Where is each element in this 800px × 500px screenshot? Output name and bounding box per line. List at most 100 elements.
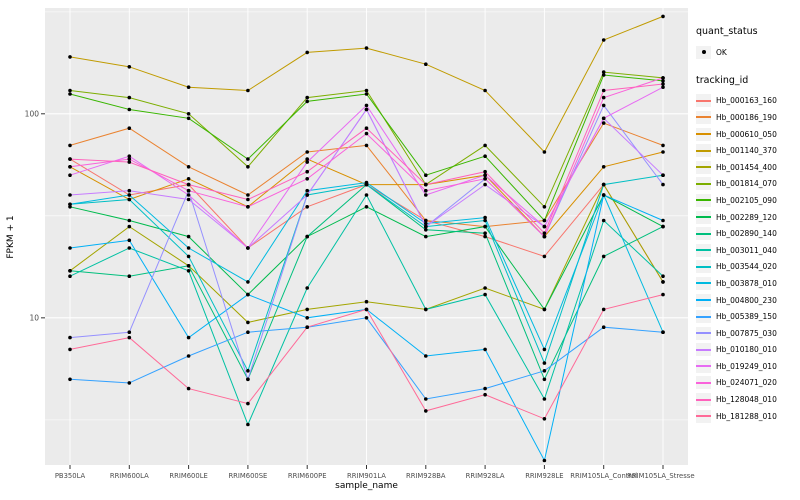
data-point [661,76,665,80]
data-point [305,95,310,100]
x-tick-label: RRIM105LA_Control [570,472,637,480]
data-point [305,325,310,330]
data-point [542,307,547,312]
data-point [246,320,250,325]
x-tick-label: RRIM901LA [347,472,386,480]
legend-label: Hb_001814_070 [716,179,777,189]
legend-item-quant-ok: OK [696,44,798,61]
data-point [246,377,250,382]
data-point [127,274,132,279]
data-point [661,173,665,177]
line-swatch [696,133,711,136]
legend-label: Hb_001140_370 [716,146,777,156]
data-point [127,157,132,161]
data-point [127,126,132,130]
legend-label: Hb_002105_090 [716,195,777,205]
line-swatch [696,149,711,152]
line-swatch [696,249,711,252]
data-point [661,150,665,154]
legend-color-key [696,376,711,390]
data-point [601,38,606,42]
line-swatch [696,299,711,302]
point-symbol-key [696,45,711,59]
line-swatch [696,348,711,351]
line-swatch [696,265,711,268]
data-point [186,197,191,202]
data-point [246,330,250,335]
line-swatch [696,282,711,285]
data-point [601,73,606,77]
data-point [186,246,191,250]
data-point [364,205,369,209]
legend-label: Hb_005389_150 [716,312,777,322]
data-point [483,143,487,148]
data-point [424,224,428,229]
data-point [186,85,191,89]
data-point [542,205,547,209]
line-swatch [696,182,711,185]
data-point [246,369,250,373]
data-point [364,193,369,197]
data-point [483,218,487,223]
legend-color-key [696,359,711,373]
data-point [186,254,191,259]
legend-color-key [696,393,711,407]
line-swatch [696,381,711,384]
data-point [601,254,606,259]
data-point [364,307,369,312]
data-point [424,193,428,197]
data-point [127,154,132,158]
data-point [246,193,250,197]
data-point [246,88,250,93]
legend-item: Hb_000610_050 [696,126,798,143]
legend-item: Hb_024071_020 [696,375,798,392]
data-point [424,173,428,177]
y-tick-label: 10 [29,313,39,322]
line-swatch [696,415,711,418]
data-point [246,280,250,284]
data-point [424,182,428,187]
data-point [424,397,428,401]
data-point [364,299,369,304]
legend-color-key [696,144,711,158]
data-point [186,264,191,268]
legend-item: Hb_128048_010 [696,391,798,408]
x-tick-label: RRIM928LE [525,472,563,480]
data-point [68,274,72,279]
x-tick-label: RRIM928LA [466,472,505,480]
legend-item: Hb_000163_160 [696,93,798,110]
data-point [68,335,72,340]
data-point [601,103,606,108]
data-point [542,397,547,401]
data-point [542,234,547,239]
data-point [424,188,428,193]
legend-item: Hb_002890_140 [696,225,798,242]
data-point [68,165,72,169]
data-point [305,307,310,312]
line-swatch [696,365,711,368]
data-point [127,218,132,223]
data-point [542,361,547,365]
data-point [186,354,191,358]
data-point [542,417,547,421]
legend-item: Hb_003878_010 [696,275,798,292]
line-swatch [696,398,711,401]
data-point [68,157,72,161]
data-point [305,99,310,104]
legend-label-ok: OK [716,47,727,57]
data-point [483,234,487,239]
data-point [424,234,428,239]
legend-item: Hb_005389_150 [696,308,798,325]
x-tick-label: RRIM600LA [110,472,149,480]
data-point [127,107,132,112]
data-point [68,202,72,207]
data-point [68,205,72,209]
data-point [246,422,250,427]
data-point [424,307,428,312]
data-point [127,193,132,197]
data-point [601,70,606,74]
data-point [186,188,191,193]
data-point [601,121,606,125]
data-point [601,88,606,93]
